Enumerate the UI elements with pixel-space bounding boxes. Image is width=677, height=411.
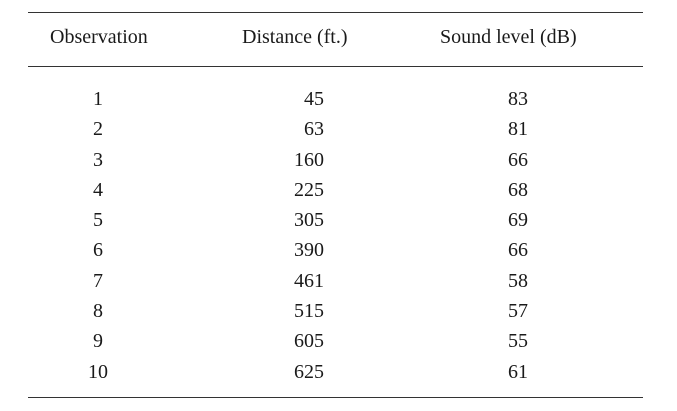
cell-observation: 8 bbox=[93, 300, 103, 323]
cell-sound-level: 81 bbox=[508, 118, 528, 141]
cell-distance: 63 bbox=[304, 118, 324, 141]
cell-distance: 625 bbox=[294, 360, 324, 383]
table-row: 7 461 58 bbox=[28, 268, 643, 298]
header-rule bbox=[28, 66, 643, 67]
table-row: 9 605 55 bbox=[28, 328, 643, 358]
table-row: 6 390 66 bbox=[28, 237, 643, 267]
cell-sound-level: 58 bbox=[508, 269, 528, 292]
cell-observation: 4 bbox=[93, 178, 103, 201]
cell-distance: 305 bbox=[294, 209, 324, 232]
header-sound-level: Sound level (dB) bbox=[440, 26, 577, 48]
cell-observation: 9 bbox=[93, 330, 103, 353]
cell-sound-level: 83 bbox=[508, 88, 528, 110]
table-row: 3 160 66 bbox=[28, 147, 643, 177]
cell-observation: 7 bbox=[93, 269, 103, 292]
cell-distance: 225 bbox=[294, 178, 324, 201]
cell-sound-level: 55 bbox=[508, 330, 528, 353]
cell-observation: 2 bbox=[93, 118, 103, 141]
table-row: 2 63 81 bbox=[28, 116, 643, 146]
cell-observation: 10 bbox=[88, 360, 108, 383]
cell-sound-level: 66 bbox=[508, 148, 528, 171]
top-rule bbox=[28, 12, 643, 13]
cell-observation: 6 bbox=[93, 239, 103, 262]
cell-observation: 1 bbox=[93, 88, 103, 110]
cell-distance: 390 bbox=[294, 239, 324, 262]
table-row: 4 225 68 bbox=[28, 177, 643, 207]
cell-sound-level: 57 bbox=[508, 300, 528, 323]
table-row: 1 45 83 bbox=[28, 86, 643, 116]
cell-sound-level: 68 bbox=[508, 178, 528, 201]
table-row: 8 515 57 bbox=[28, 298, 643, 328]
cell-distance: 605 bbox=[294, 330, 324, 353]
cell-sound-level: 69 bbox=[508, 209, 528, 232]
cell-sound-level: 66 bbox=[508, 239, 528, 262]
cell-distance: 515 bbox=[294, 300, 324, 323]
bottom-rule bbox=[28, 397, 643, 398]
cell-distance: 45 bbox=[304, 88, 324, 110]
table-body: 1 45 83 2 63 81 3 160 66 4 225 68 5 305 … bbox=[28, 86, 643, 389]
cell-observation: 3 bbox=[93, 148, 103, 171]
cell-distance: 160 bbox=[294, 148, 324, 171]
table-row: 10 625 61 bbox=[28, 359, 643, 389]
cell-sound-level: 61 bbox=[508, 360, 528, 383]
cell-distance: 461 bbox=[294, 269, 324, 292]
header-observation: Observation bbox=[50, 26, 148, 48]
table-row: 5 305 69 bbox=[28, 207, 643, 237]
cell-observation: 5 bbox=[93, 209, 103, 232]
header-distance: Distance (ft.) bbox=[242, 26, 348, 48]
